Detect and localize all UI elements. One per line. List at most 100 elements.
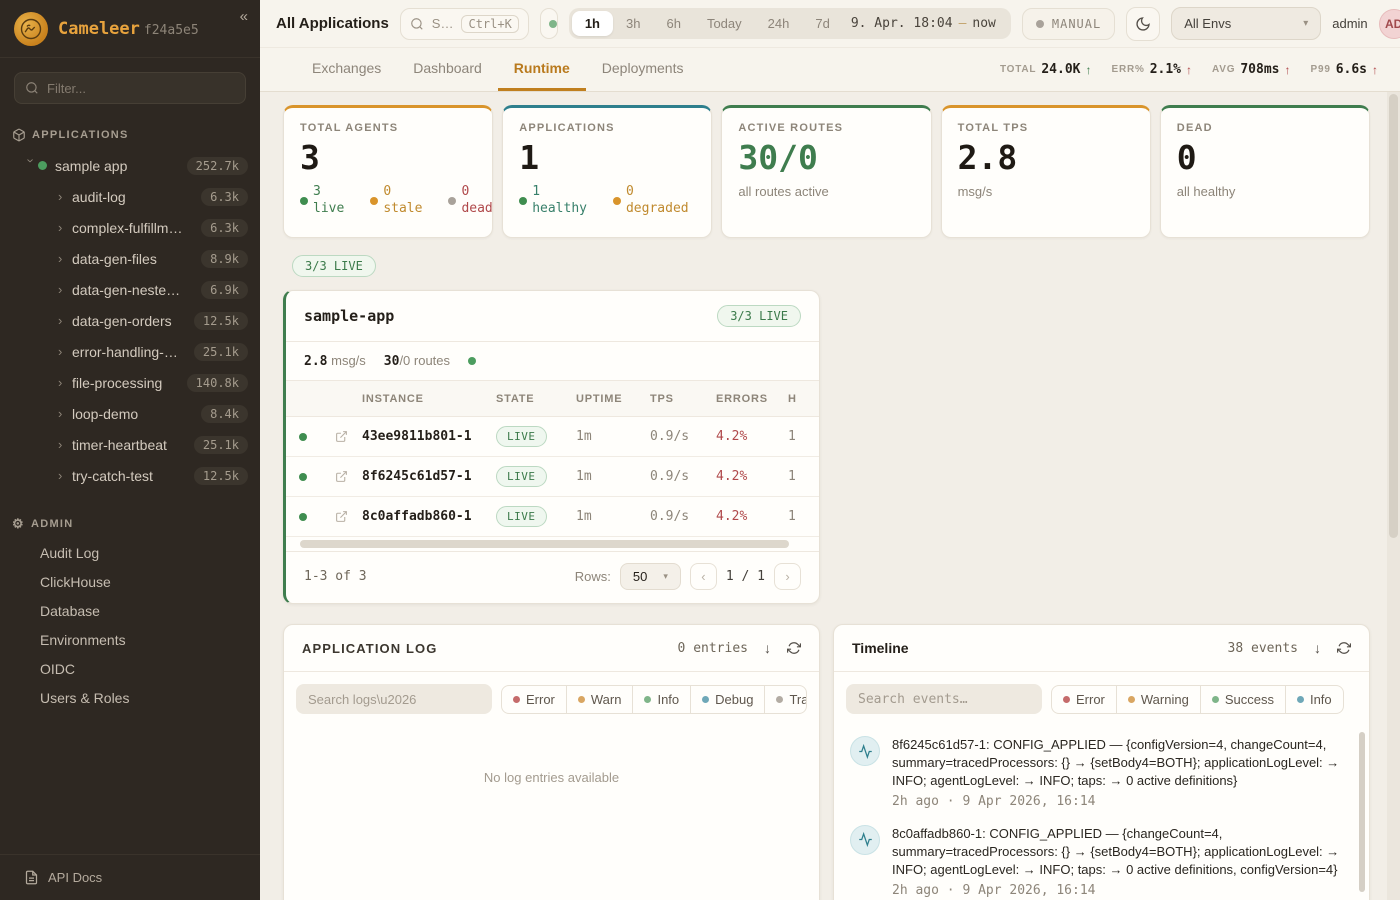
tab-runtime[interactable]: Runtime [497, 48, 586, 91]
event-search-input[interactable] [846, 684, 1042, 714]
chevron-right-icon[interactable]: › [58, 282, 63, 297]
status-dot [299, 472, 307, 481]
filter-debug[interactable]: Debug [690, 685, 764, 713]
timeline-event[interactable]: 8f6245c61d57-1: CONFIG_APPLIED — {config… [850, 736, 1353, 809]
username: admin [1332, 16, 1368, 31]
timeline-event[interactable]: 8c0affadb860-1: CONFIG_APPLIED — {change… [850, 824, 1353, 898]
sidebar-item-data-gen-files[interactable]: › data-gen-files 8.9k [0, 243, 260, 274]
sidebar-item-timer-heartbeat[interactable]: › timer-heartbeat 25.1k [0, 429, 260, 460]
sidebar-item-audit-log-admin[interactable]: Audit Log [0, 538, 260, 567]
chevron-right-icon[interactable]: › [58, 468, 63, 483]
time-range-display[interactable]: 9. Apr. 18:04 — now [843, 16, 1008, 31]
chevron-right-icon[interactable]: › [58, 189, 63, 204]
app-name[interactable]: sample-app [304, 307, 395, 325]
sidebar-item-error-handling[interactable]: › error-handling-… 25.1k [0, 336, 260, 367]
substat-num: 0 [625, 184, 634, 200]
tps-cell: 0.9/s [650, 509, 690, 524]
external-link-icon[interactable] [320, 430, 362, 443]
refresh-icon[interactable] [1337, 641, 1351, 655]
tab-dashboard[interactable]: Dashboard [413, 60, 482, 76]
filter-error[interactable]: Error [1052, 686, 1116, 713]
time-range-today[interactable]: Today [694, 11, 755, 36]
chevron-down-icon: ▾ [1303, 18, 1309, 29]
sidebar-collapse-icon[interactable]: « [239, 8, 248, 25]
content: TOTAL AGENTS 3 3 live 0 stale 0 dead APPLIC… [260, 92, 1400, 900]
sidebar-item-data-gen-orders[interactable]: › data-gen-orders 12.5k [0, 305, 260, 336]
horizontal-scrollbar[interactable] [300, 540, 809, 548]
rows-per-page-select[interactable]: 50 ▾ [619, 563, 681, 590]
filter-success[interactable]: Success [1199, 685, 1285, 713]
filter-info[interactable]: Info [632, 685, 690, 713]
manual-refresh-button[interactable]: MANUAL [1021, 7, 1116, 40]
filter-info[interactable]: Info [1284, 685, 1343, 713]
filter-error[interactable]: Error [502, 686, 566, 713]
sidebar-item-complex-fulfillment[interactable]: › complex-fulfillm… 6.3k [0, 212, 260, 243]
global-search[interactable]: S… Ctrl+K [399, 7, 529, 40]
sidebar-item-audit-log[interactable]: › audit-log 6.3k [0, 181, 260, 212]
sidebar-item-try-catch-test[interactable]: › try-catch-test 12.5k [0, 460, 260, 491]
timeline-scrollbar[interactable] [1359, 732, 1365, 892]
external-link-icon[interactable] [320, 510, 362, 523]
sidebar-nav: APPLICATIONS › sample app 252.7k › audit-… [0, 110, 260, 854]
chevron-down-icon[interactable]: › [23, 158, 39, 163]
card-title: ACTIVE ROUTES [738, 122, 844, 134]
status-dot [612, 197, 621, 206]
time-range-24h[interactable]: 24h [755, 11, 803, 36]
avatar[interactable]: AD [1378, 8, 1400, 39]
cameleer-logo-icon [14, 11, 48, 46]
document-icon [25, 870, 38, 885]
chevron-right-icon[interactable]: › [58, 313, 63, 328]
chevron-right-icon[interactable]: › [58, 375, 63, 390]
filter-trace[interactable]: Trace [764, 685, 806, 713]
sidebar-item-database[interactable]: Database [0, 596, 260, 625]
tab-deployments[interactable]: Deployments [601, 60, 684, 76]
refresh-icon[interactable] [787, 641, 801, 655]
errors-cell: 4.2% [716, 509, 748, 524]
sidebar-item-clickhouse[interactable]: ClickHouse [0, 567, 260, 596]
download-icon[interactable]: ↓ [1314, 640, 1321, 656]
sidebar-item-data-gen-nested[interactable]: › data-gen-neste… 6.9k [0, 274, 260, 305]
prev-page-button[interactable]: ‹ [689, 563, 717, 590]
chevron-right-icon[interactable]: › [58, 437, 63, 452]
next-page-button[interactable]: › [774, 563, 801, 590]
trend-up-icon: ↑ [1372, 62, 1378, 77]
time-range-1h[interactable]: 1h [571, 11, 613, 36]
rows-per-page-label: Rows: [574, 569, 611, 584]
external-link-icon[interactable] [320, 470, 362, 483]
env-select[interactable]: All Envs ▾ [1171, 7, 1322, 40]
api-docs-link[interactable]: API Docs [0, 854, 260, 900]
sidebar-item-loop-demo[interactable]: › loop-demo 8.4k [0, 398, 260, 429]
download-icon[interactable]: ↓ [764, 640, 771, 656]
substat-num: 0 [461, 184, 470, 200]
admin-item-label: ClickHouse [40, 573, 111, 590]
filter-warning[interactable]: Warning [1115, 685, 1200, 713]
sidebar-filter[interactable] [14, 72, 246, 104]
time-range-3h[interactable]: 3h [613, 11, 653, 36]
page-scrollbar[interactable] [1387, 92, 1400, 900]
sidebar-item-file-processing[interactable]: › file-processing 140.8k [0, 367, 260, 398]
chevron-right-icon[interactable]: › [58, 251, 63, 266]
filter-input[interactable] [47, 80, 235, 96]
sidebar-item-oidc[interactable]: OIDC [0, 654, 260, 683]
table-row[interactable]: 43ee9811b801-1 LIVE 1m 0.9/s 4.2% 1 [286, 417, 819, 457]
dark-mode-toggle[interactable] [1126, 6, 1161, 41]
time-range-7d[interactable]: 7d [802, 11, 842, 36]
log-search-input[interactable] [296, 684, 492, 714]
chevron-right-icon[interactable]: › [58, 220, 63, 235]
filter-warn[interactable]: Warn [565, 685, 633, 713]
sidebar-item-users-roles[interactable]: Users & Roles [0, 683, 260, 712]
substat-num: 1 [532, 184, 541, 200]
log-level-filters: Error Warn Info Debug Trace [501, 684, 807, 714]
sidebar-item-environments[interactable]: Environments [0, 625, 260, 654]
app-tps: 2.8 msg/s [304, 353, 366, 369]
tab-exchanges[interactable]: Exchanges [312, 60, 382, 76]
time-range-6h[interactable]: 6h [653, 11, 693, 36]
tree-item-label: sample app [55, 157, 128, 174]
chevron-right-icon[interactable]: › [58, 406, 63, 421]
table-row[interactable]: 8f6245c61d57-1 LIVE 1m 0.9/s 4.2% 1 [286, 457, 819, 497]
tps-cell: 0.9/s [650, 469, 690, 484]
sidebar-item-sample-app[interactable]: › sample app 252.7k [0, 150, 260, 181]
table-row[interactable]: 8c0affadb860-1 LIVE 1m 0.9/s 4.2% 1 [286, 497, 819, 537]
chevron-right-icon[interactable]: › [58, 344, 63, 359]
